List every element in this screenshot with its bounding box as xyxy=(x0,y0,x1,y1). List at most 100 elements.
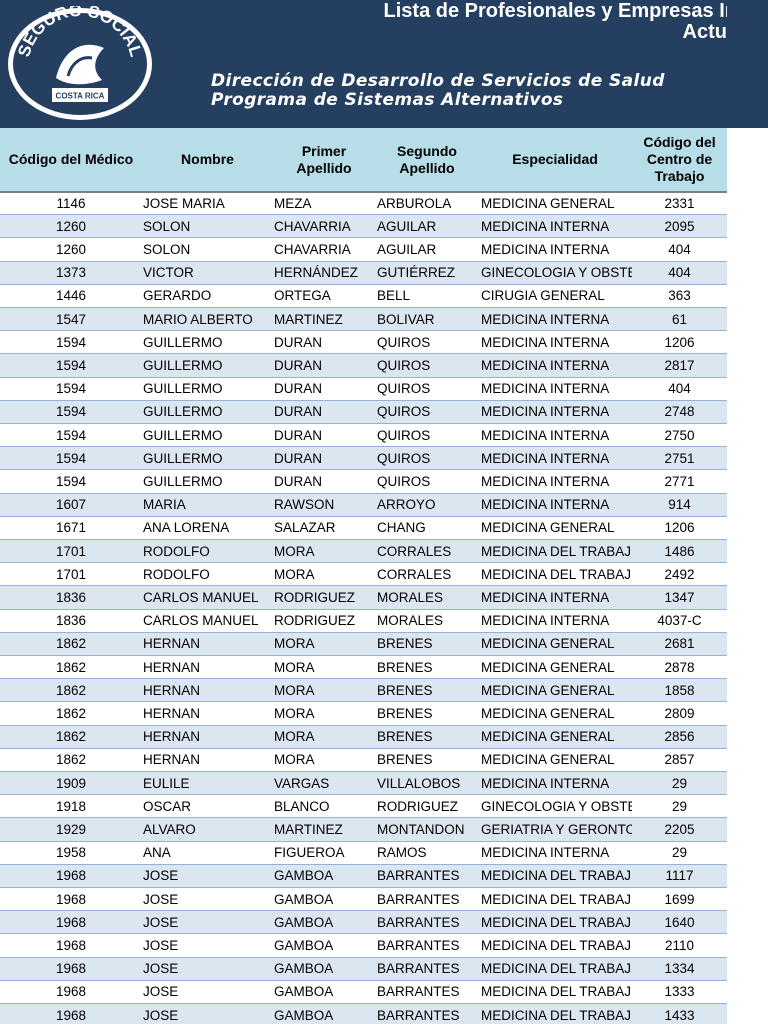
table-cell: 2110 xyxy=(664,937,695,953)
table-cell: 2492 xyxy=(664,566,695,582)
column-header: Código del Centro de Trabajo xyxy=(643,134,716,184)
table-cell: DURAN xyxy=(274,450,323,466)
table-cell: JOSE xyxy=(143,914,179,930)
table-cell: MEDICINA GENERAL xyxy=(481,705,615,721)
table-row: 1594 GUILLERMO DURAN QUIROS MEDICINA INTERNA… xyxy=(0,424,727,448)
table-cell: 1862 xyxy=(55,705,87,721)
table-cell: QUIROS xyxy=(377,427,431,443)
table-cell: BRENES xyxy=(377,752,433,768)
table-cell: 2809 xyxy=(664,705,695,721)
table-cell: GERIATRIA Y GERONTO xyxy=(481,821,632,837)
table-cell: MEDICINA INTERNA xyxy=(481,473,610,489)
table-cell: MEDICINA DEL TRABAJ xyxy=(481,961,632,977)
table-cell: MEDICINA GENERAL xyxy=(481,636,615,652)
table-cell: 404 xyxy=(668,241,691,257)
table-cell: 404 xyxy=(668,381,691,397)
table-cell: QUIROS xyxy=(377,334,431,350)
subtitle: Programa de Sistemas Alternativos xyxy=(211,90,564,110)
table-cell: 2751 xyxy=(664,450,695,466)
table-row: 1446 GERARDO ORTEGA BELL CIRUGIA GENERAL 363 xyxy=(0,285,727,308)
table-cell: BOLIVAR xyxy=(377,311,435,327)
table-row: 1968 JOSE GAMBOA BARRANTES MEDICINA DEL TRAB… xyxy=(0,981,727,1004)
table-cell: DURAN xyxy=(274,381,323,397)
table-cell: GAMBOA xyxy=(274,961,334,977)
table-cell: BARRANTES xyxy=(377,937,460,953)
table-row: 1836 CARLOS MANUEL RODRIGUEZ MORALES MEDICIN… xyxy=(0,610,727,633)
table-row: 1671 ANA LORENA SALAZAR CHANG MEDICINA GENER… xyxy=(0,517,727,540)
table-cell: MEDICINA INTERNA xyxy=(481,427,610,443)
table-cell: HERNAN xyxy=(143,659,201,675)
table-row: 1862 HERNAN MORA BRENES MEDICINA GENERAL 2681 xyxy=(0,632,727,656)
table-cell: 1968 xyxy=(55,868,87,884)
table-cell: HERNAN xyxy=(143,682,201,698)
table-cell: GUTIÉRREZ xyxy=(377,265,456,281)
table-cell: QUIROS xyxy=(377,473,431,489)
table-cell: GERARDO xyxy=(143,288,212,304)
table-row: 1373 VICTOR HERNÁNDEZ GUTIÉRREZ GINECOLOGIA … xyxy=(0,261,727,285)
table-cell: RODOLFO xyxy=(143,543,210,559)
table-cell: MEDICINA INTERNA xyxy=(481,775,610,791)
table-cell: 1701 xyxy=(55,566,87,582)
table-cell: MEDICINA DEL TRABAJ xyxy=(481,937,632,953)
table-cell: HERNAN xyxy=(143,752,201,768)
table-cell: MEDICINA GENERAL xyxy=(481,659,615,675)
table-cell: MEDICINA GENERAL xyxy=(481,682,615,698)
table-cell: 1836 xyxy=(55,589,87,605)
table-row: 1260 SOLON CHAVARRIA AGUILAR MEDICINA INTERN… xyxy=(0,215,727,239)
table-cell: JOSE xyxy=(143,937,179,953)
table-cell: BARRANTES xyxy=(377,891,460,907)
table-row: 1918 OSCAR BLANCO RODRIGUEZ GINECOLOGIA Y OB… xyxy=(0,795,727,819)
table-cell: MORA xyxy=(274,636,315,652)
table-cell: 1968 xyxy=(55,961,87,977)
table-cell: 1594 xyxy=(55,381,87,397)
table-cell: 1862 xyxy=(55,636,87,652)
table-cell: 4037-C xyxy=(657,613,702,629)
table-cell: MEDICINA INTERNA xyxy=(481,589,610,605)
table-cell: RODOLFO xyxy=(143,566,210,582)
table-row: 1968 JOSE GAMBOA BARRANTES MEDICINA DEL TRAB… xyxy=(0,934,727,958)
table-row: 1958 ANA FIGUEROA RAMOS MEDICINA INTERNA 29 xyxy=(0,842,727,865)
table-cell: 1909 xyxy=(55,775,87,791)
title-line: Lista de Profesionales y Empresas In xyxy=(383,0,727,22)
table-row: 1836 CARLOS MANUEL RODRIGUEZ MORALES MEDICIN… xyxy=(0,586,727,610)
table-cell: 29 xyxy=(671,845,688,861)
table-cell: RODRIGUEZ xyxy=(377,798,458,814)
table-cell: VILLALOBOS xyxy=(377,775,461,791)
table-cell: 1594 xyxy=(55,357,87,373)
table-cell: MEDICINA DEL TRABAJ xyxy=(481,543,632,559)
table-row: 1968 JOSE GAMBOA BARRANTES MEDICINA DEL TRAB… xyxy=(0,1004,727,1024)
table-cell: 1862 xyxy=(55,729,87,745)
table-cell: MEDICINA GENERAL xyxy=(481,752,615,768)
table-row: 1862 HERNAN MORA BRENES MEDICINA GENERAL 2856 xyxy=(0,725,727,749)
table-cell: BLANCO xyxy=(274,798,330,814)
table-cell: 2817 xyxy=(664,357,695,373)
table-cell: MEDICINA DEL TRABAJ xyxy=(481,1007,632,1023)
table-cell: 2681 xyxy=(664,636,695,652)
table-cell: GUILLERMO xyxy=(143,381,223,397)
table-cell: AGUILAR xyxy=(377,241,437,257)
table-cell: 1968 xyxy=(55,914,87,930)
table-cell: 29 xyxy=(671,798,688,814)
table-cell: 1699 xyxy=(664,891,695,907)
table-cell: 914 xyxy=(668,497,691,513)
table-cell: 1918 xyxy=(55,798,87,814)
table-cell: DURAN xyxy=(274,427,323,443)
table-cell: 1486 xyxy=(664,543,695,559)
table-cell: 1373 xyxy=(55,265,87,281)
table-cell: SALAZAR xyxy=(274,520,336,536)
title-line: Actu xyxy=(682,21,727,43)
table-cell: 2205 xyxy=(664,821,695,837)
table-cell: 1594 xyxy=(55,427,87,443)
table-cell: DURAN xyxy=(274,404,323,420)
table-cell: MEDICINA DEL TRABAJ xyxy=(481,891,632,907)
table-cell: 1206 xyxy=(664,334,695,350)
table-cell: MORALES xyxy=(377,613,444,629)
table-row: 1909 EULILE VARGAS VILLALOBOS MEDICINA INTER… xyxy=(0,772,727,796)
table-cell: MEDICINA DEL TRABAJ xyxy=(481,868,632,884)
table-cell: MEDICINA INTERNA xyxy=(481,613,610,629)
table-cell: BRENES xyxy=(377,682,433,698)
table-cell: MONTANDON xyxy=(377,821,465,837)
table-cell: 2750 xyxy=(664,427,695,443)
table-row: 1701 RODOLFO MORA CORRALES MEDICINA DEL TRAB… xyxy=(0,540,727,564)
